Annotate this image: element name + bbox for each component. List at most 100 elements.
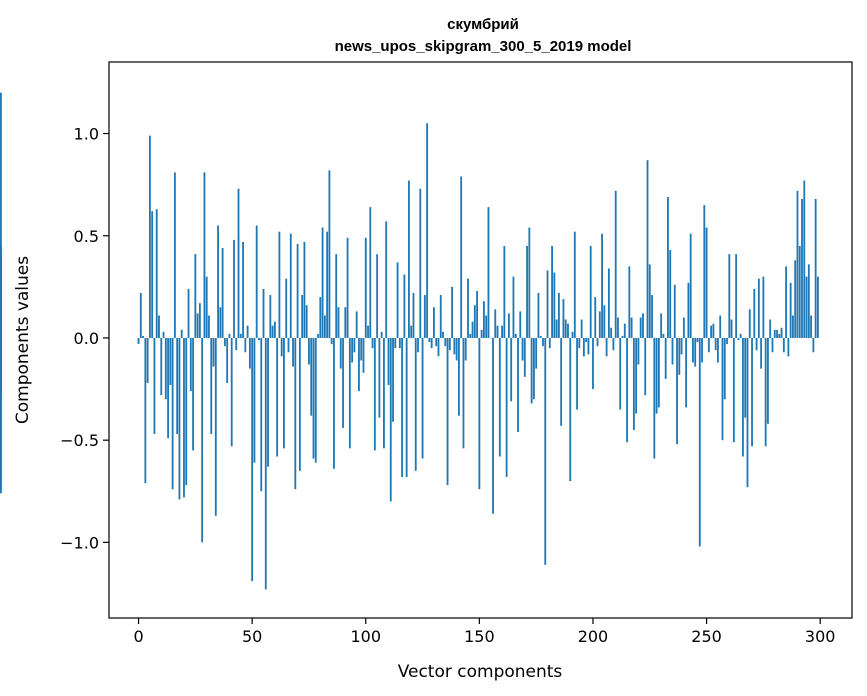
bar xyxy=(453,337,456,355)
bars-group xyxy=(0,92,819,590)
bar xyxy=(296,243,299,338)
bar xyxy=(262,288,265,338)
bar xyxy=(612,337,615,351)
bar xyxy=(560,337,563,426)
bar xyxy=(0,92,2,338)
bar xyxy=(428,337,431,343)
bar xyxy=(0,337,2,488)
bar xyxy=(253,337,256,463)
bar xyxy=(326,231,329,338)
bar xyxy=(535,337,538,369)
bar xyxy=(146,337,149,383)
bar xyxy=(271,325,274,338)
bar xyxy=(528,227,531,338)
bar xyxy=(792,315,794,338)
bar xyxy=(642,313,644,338)
bar xyxy=(714,337,717,351)
bar xyxy=(385,221,388,338)
bar xyxy=(628,266,631,338)
bar xyxy=(794,260,797,338)
bar xyxy=(755,337,758,351)
bar xyxy=(698,337,701,547)
bar xyxy=(380,331,383,338)
bar xyxy=(548,337,551,349)
bar xyxy=(303,241,306,338)
bar xyxy=(158,315,160,338)
bar xyxy=(194,254,197,338)
bar xyxy=(796,190,799,338)
bar xyxy=(812,337,815,353)
bar xyxy=(744,337,747,418)
bar xyxy=(444,337,447,347)
bar xyxy=(523,337,526,377)
bar xyxy=(753,288,756,338)
bar xyxy=(685,337,688,408)
bar xyxy=(501,325,503,338)
bar xyxy=(433,307,435,338)
bar xyxy=(644,337,647,396)
bar xyxy=(164,337,167,400)
bar xyxy=(798,245,801,338)
bar xyxy=(210,337,213,435)
bar xyxy=(0,286,2,338)
bar xyxy=(185,337,188,486)
bar xyxy=(355,311,358,338)
bar xyxy=(162,331,165,338)
bar xyxy=(183,337,185,498)
bar xyxy=(730,319,733,338)
bar xyxy=(728,254,731,338)
x-tick-label: 50 xyxy=(242,627,262,646)
bar xyxy=(505,337,508,477)
bar xyxy=(187,288,190,338)
bar xyxy=(739,333,742,338)
bar xyxy=(242,241,244,338)
bar xyxy=(430,337,433,349)
bar xyxy=(814,198,817,338)
bar xyxy=(521,337,524,361)
bar xyxy=(244,337,247,353)
bar xyxy=(769,319,772,338)
bar xyxy=(703,205,706,338)
bar xyxy=(621,335,624,338)
bar xyxy=(532,337,535,400)
bar xyxy=(737,337,740,340)
bar xyxy=(142,335,144,338)
bar xyxy=(557,292,560,338)
bar xyxy=(358,337,360,392)
bar xyxy=(596,337,599,347)
bar xyxy=(578,337,581,349)
bar xyxy=(458,337,460,416)
bar xyxy=(639,317,642,338)
bar xyxy=(280,337,283,357)
bar xyxy=(153,337,156,435)
bar xyxy=(735,254,738,338)
bar xyxy=(151,211,154,338)
bar xyxy=(289,233,292,338)
bar xyxy=(680,337,683,355)
bar xyxy=(782,337,785,353)
bar xyxy=(723,337,726,400)
bar xyxy=(760,337,763,369)
bar xyxy=(598,311,601,338)
bar xyxy=(673,284,676,338)
bar xyxy=(512,276,515,338)
bar xyxy=(160,337,163,396)
bar xyxy=(626,337,628,443)
bar xyxy=(239,333,242,338)
y-tick-label: 1.0 xyxy=(74,125,99,144)
bar xyxy=(258,337,260,340)
bar xyxy=(660,313,663,338)
bar xyxy=(582,337,585,357)
bar xyxy=(682,317,685,338)
bar xyxy=(339,337,342,369)
chart-subtitle: news_upos_skipgram_300_5_2019 model xyxy=(335,38,632,55)
x-axis-ticks: 0 50 100 150 200 250 300 xyxy=(133,618,835,646)
bar xyxy=(367,325,369,338)
bar xyxy=(351,337,354,363)
bar xyxy=(580,319,583,338)
bar xyxy=(601,233,603,338)
bar xyxy=(219,307,222,338)
bar xyxy=(314,337,317,463)
bar xyxy=(373,337,376,451)
bar xyxy=(603,305,606,338)
